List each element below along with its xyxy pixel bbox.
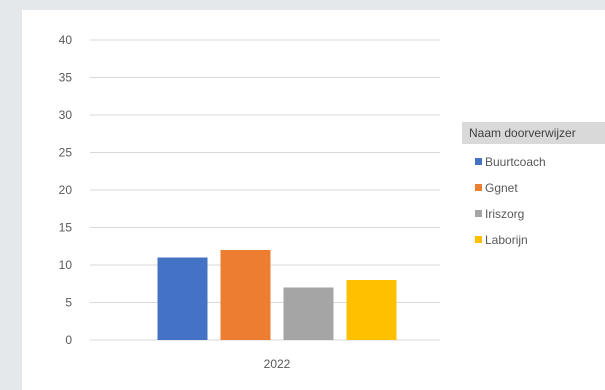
bar-iriszorg: [283, 287, 334, 340]
bar-buurtcoach: [157, 257, 208, 340]
x-axis-categories: 2022: [264, 357, 291, 371]
y-tick-label: 5: [65, 296, 72, 310]
legend-swatch: [475, 236, 482, 243]
bars: [157, 250, 397, 340]
y-tick-label: 30: [59, 108, 73, 122]
y-tick-label: 25: [59, 146, 73, 160]
y-tick-label: 0: [65, 333, 72, 347]
legend-label: Buurtcoach: [485, 155, 546, 169]
legend-item-buurtcoach: Buurtcoach: [462, 154, 605, 170]
y-axis-ticks: 0 5 10 15 20 25 30 35 40: [59, 33, 73, 347]
legend-label: Ggnet: [485, 181, 518, 195]
legend: Naam doorverwijzer Buurtcoach Ggnet Iris…: [462, 122, 605, 248]
y-tick-label: 35: [59, 71, 73, 85]
legend-item-iriszorg: Iriszorg: [462, 206, 605, 222]
y-tick-label: 20: [59, 183, 73, 197]
legend-label: Iriszorg: [485, 207, 525, 221]
chart-card: 0 5 10 15 20 25 30 35 40 2022 Naam doorverwijzer…: [22, 10, 605, 390]
bar-chart: 0 5 10 15 20 25 30 35 40 2022: [59, 33, 440, 371]
legend-item-ggnet: Ggnet: [462, 180, 605, 196]
y-tick-label: 10: [59, 258, 73, 272]
legend-title: Naam doorverwijzer: [462, 122, 605, 144]
legend-item-laborijn: Laborijn: [462, 232, 605, 248]
legend-swatch: [475, 210, 482, 217]
legend-label: Laborijn: [485, 233, 528, 247]
x-category-label: 2022: [264, 357, 291, 371]
bar-ggnet: [220, 250, 271, 340]
bar-laborijn: [346, 280, 397, 340]
gridlines: [90, 39, 440, 341]
legend-swatch: [475, 184, 482, 191]
legend-swatch: [475, 158, 482, 165]
y-tick-label: 15: [59, 221, 73, 235]
y-tick-label: 40: [59, 33, 73, 47]
